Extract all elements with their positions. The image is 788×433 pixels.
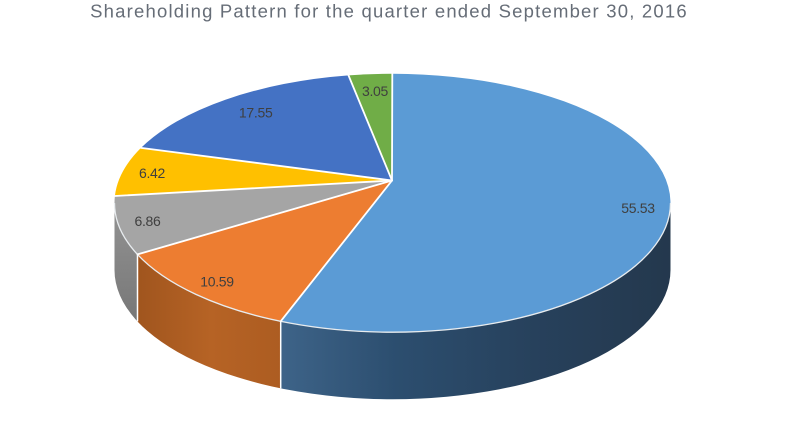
- svg-text:6.86: 6.86: [134, 213, 161, 229]
- svg-text:10.59: 10.59: [200, 274, 234, 290]
- svg-text:3.05: 3.05: [362, 83, 389, 99]
- svg-text:17.55: 17.55: [239, 104, 273, 120]
- svg-text:55.53: 55.53: [621, 200, 655, 216]
- svg-text:Shareholding Pattern for the q: Shareholding Pattern for the quarter end…: [90, 1, 688, 22]
- svg-text:6.42: 6.42: [139, 165, 166, 181]
